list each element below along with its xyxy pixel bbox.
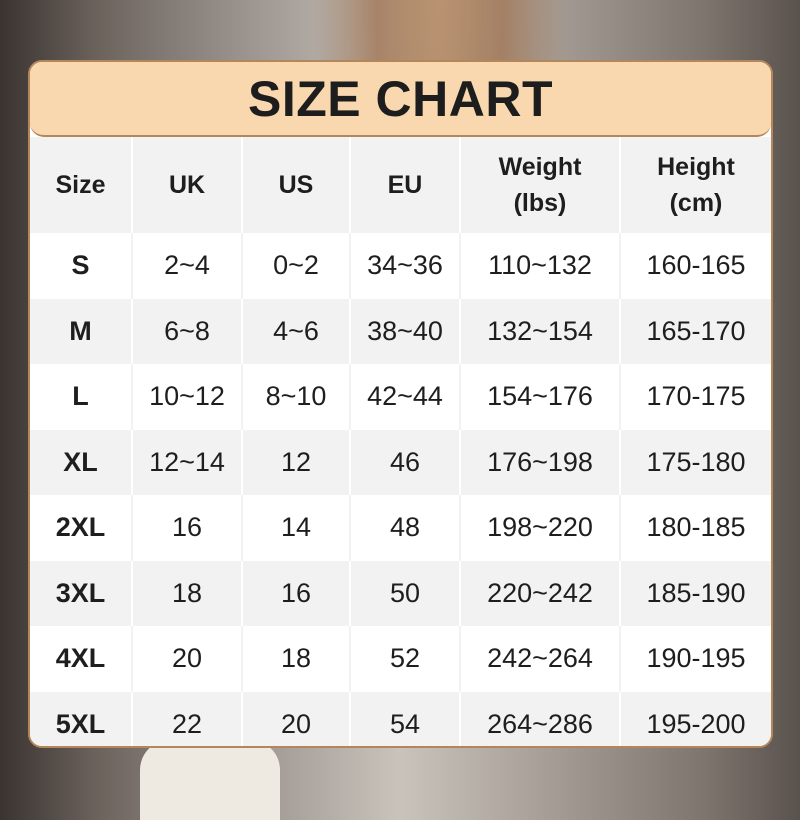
column-header: Size	[30, 137, 133, 233]
table-row: S 2~4 0~2 34~36 110~132 160-165	[30, 233, 771, 299]
table-row: 2XL 16 14 48 198~220 180-185	[30, 495, 771, 561]
table-cell: 16	[132, 495, 243, 561]
column-header: EU	[350, 137, 461, 233]
background-handbag	[140, 740, 280, 820]
column-header-line1: Size	[55, 170, 106, 199]
table-cell: 52	[350, 626, 461, 692]
table-cell: 54	[350, 691, 461, 746]
size-label-cell: 2XL	[30, 495, 133, 561]
table-cell: 195-200	[620, 691, 771, 746]
size-label-cell: XL	[30, 429, 133, 495]
table-cell: 16	[242, 560, 351, 626]
table-cell: 12~14	[132, 429, 243, 495]
table-cell: 180-185	[620, 495, 771, 561]
table-cell: 8~10	[242, 364, 351, 430]
table-cell: 42~44	[350, 364, 461, 430]
table-cell: 190-195	[620, 626, 771, 692]
table-cell: 170-175	[620, 364, 771, 430]
table-cell: 20	[242, 691, 351, 746]
table-cell: 110~132	[460, 233, 621, 299]
table-cell: 50	[350, 560, 461, 626]
column-header: Height (cm)	[620, 137, 771, 233]
table-cell: 0~2	[242, 233, 351, 299]
table-cell: 198~220	[460, 495, 621, 561]
table-cell: 4~6	[242, 298, 351, 364]
table-cell: 12	[242, 429, 351, 495]
column-header-line1: EU	[387, 170, 423, 199]
table-row: 3XL 18 16 50 220~242 185-190	[30, 560, 771, 626]
size-label-cell: L	[30, 364, 133, 430]
table-cell: 48	[350, 495, 461, 561]
table-cell: 165-170	[620, 298, 771, 364]
table-cell: 46	[350, 429, 461, 495]
table-cell: 220~242	[460, 560, 621, 626]
table-row: 5XL 22 20 54 264~286 195-200	[30, 691, 771, 746]
column-header-line1: UK	[168, 170, 206, 199]
table-row: L 10~12 8~10 42~44 154~176 170-175	[30, 364, 771, 430]
size-chart-card: SIZE CHART Size UK US EU Weight (lbs) Height (c…	[28, 60, 773, 748]
table-cell: 185-190	[620, 560, 771, 626]
table-cell: 18	[132, 560, 243, 626]
table-cell: 176~198	[460, 429, 621, 495]
table-row: 4XL 20 18 52 242~264 190-195	[30, 626, 771, 692]
table-cell: 132~154	[460, 298, 621, 364]
table-cell: 154~176	[460, 364, 621, 430]
size-label-cell: M	[30, 298, 133, 364]
table-cell: 38~40	[350, 298, 461, 364]
table-row: M 6~8 4~6 38~40 132~154 165-170	[30, 298, 771, 364]
size-label-cell: 5XL	[30, 691, 133, 746]
column-header: US	[242, 137, 351, 233]
size-label-cell: 3XL	[30, 560, 133, 626]
size-label-cell: S	[30, 233, 133, 299]
table-cell: 2~4	[132, 233, 243, 299]
title-bar: SIZE CHART	[30, 62, 771, 137]
table-cell: 10~12	[132, 364, 243, 430]
size-label-cell: 4XL	[30, 626, 133, 692]
table-cell: 18	[242, 626, 351, 692]
column-header-line2: (lbs)	[513, 189, 567, 217]
column-header-line2: (cm)	[669, 189, 723, 217]
chart-title: SIZE CHART	[248, 70, 553, 127]
table-cell: 20	[132, 626, 243, 692]
table-cell: 6~8	[132, 298, 243, 364]
size-table: Size UK US EU Weight (lbs) Height (cm) S 2~4 0~2 3…	[30, 137, 771, 746]
column-header: UK	[132, 137, 243, 233]
table-cell: 264~286	[460, 691, 621, 746]
column-header-line1: Height	[657, 152, 735, 181]
table-cell: 34~36	[350, 233, 461, 299]
table-cell: 175-180	[620, 429, 771, 495]
column-header-line1: US	[278, 170, 314, 199]
table-cell: 22	[132, 691, 243, 746]
column-header: Weight (lbs)	[460, 137, 621, 233]
table-cell: 160-165	[620, 233, 771, 299]
column-header-line1: Weight	[498, 152, 582, 181]
table-cell: 14	[242, 495, 351, 561]
table-cell: 242~264	[460, 626, 621, 692]
table-row: XL 12~14 12 46 176~198 175-180	[30, 429, 771, 495]
header-row: Size UK US EU Weight (lbs) Height (cm)	[30, 137, 771, 233]
